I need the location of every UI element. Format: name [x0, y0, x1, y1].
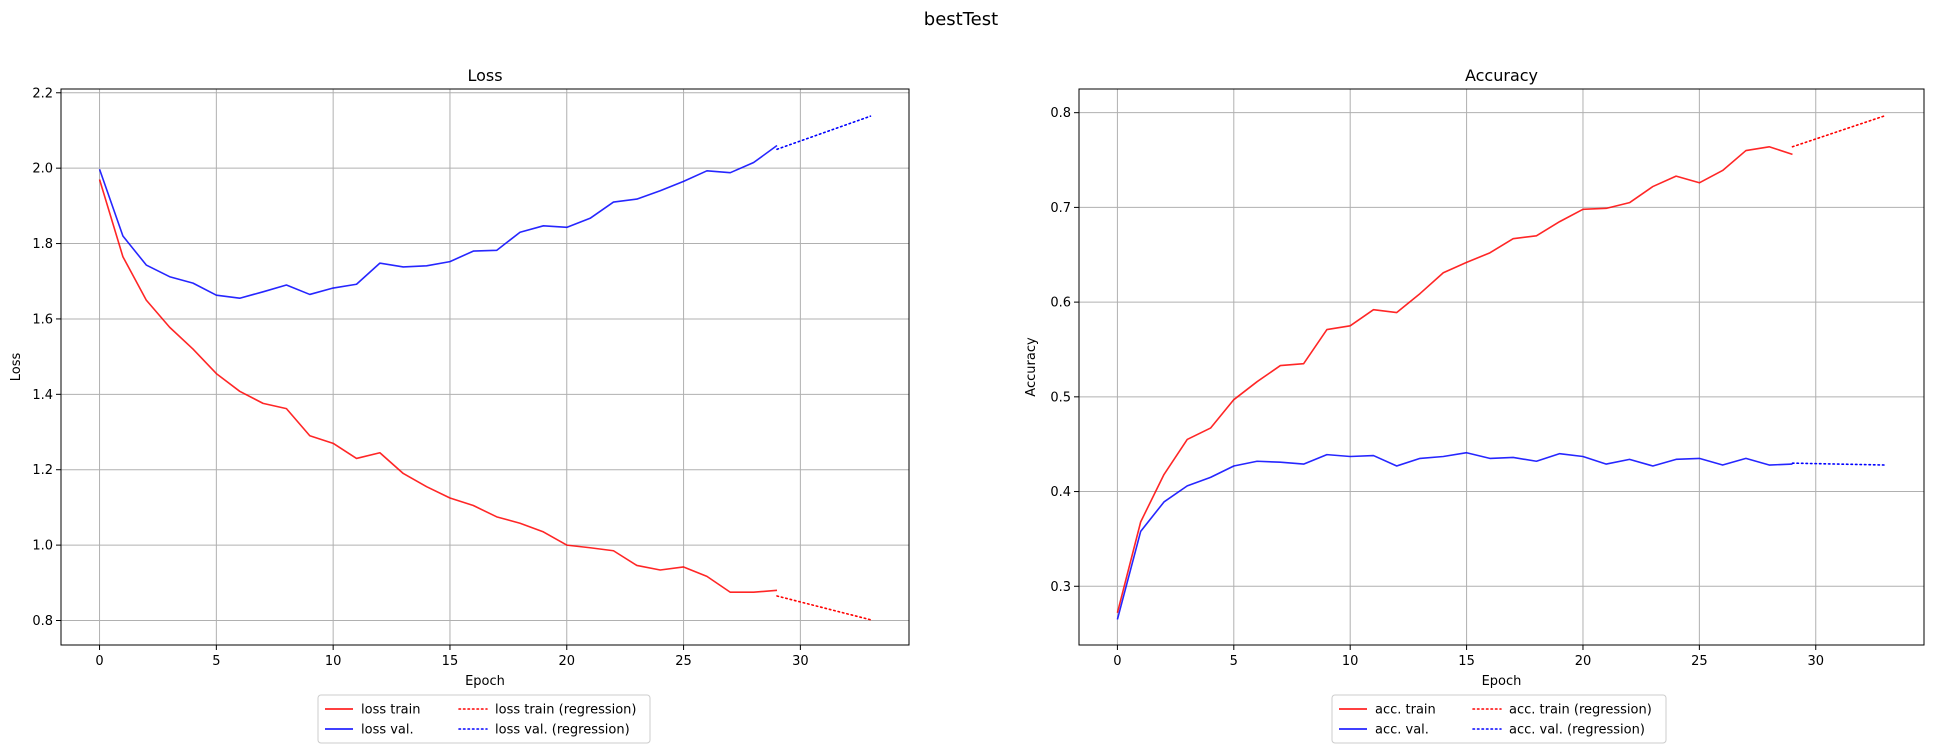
accuracy-series-line-1: [1116, 451, 1793, 620]
loss-plot: 0 5 10 15 20 25 30 0.8 1.0 1.2 1.4 1.6 1.8 2.0 2.2 Loss…: [9, 66, 910, 744]
loss-ytick-label: 1.0: [32, 539, 53, 554]
loss-xtick-label: 5: [212, 654, 220, 669]
accuracy-axes-frame: [1078, 88, 1925, 646]
accuracy-legend-label-1: acc. val.: [1375, 723, 1429, 738]
accuracy-grid: [1079, 89, 1924, 645]
accuracy-legend-label-2: acc. train (regression): [1509, 703, 1652, 718]
loss-xtick-label: 0: [95, 654, 103, 669]
loss-legend-label-1: loss val.: [361, 723, 414, 738]
loss-xtick-label: 30: [792, 654, 809, 669]
accuracy-xtick-label: 0: [1113, 654, 1121, 669]
loss-ylabel: Loss: [9, 353, 24, 382]
loss-axes-frame: [60, 88, 910, 646]
loss-legend: loss train loss val. loss train (regressio…: [317, 694, 651, 744]
loss-legend-label-0: loss train: [361, 703, 421, 718]
accuracy-legend-box: [1331, 694, 1667, 744]
loss-ytick-label: 1.2: [32, 463, 53, 478]
accuracy-legend: acc. train acc. val. acc. train (regressio…: [1331, 694, 1667, 744]
loss-legend-label-3: loss val. (regression): [495, 723, 630, 738]
accuracy-legend-label-3: acc. val. (regression): [1509, 723, 1645, 738]
loss-xtick-label: 10: [325, 654, 342, 669]
accuracy-plot: 0 5 10 15 20 25 30 0.3 0.4 0.5 0.6 0.7 0.8 Accuracy Ep…: [1024, 66, 1925, 744]
accuracy-ytick-label: 0.4: [1050, 485, 1071, 500]
loss-series-line-0: [98, 179, 778, 594]
accuracy-ytick-label: 0.3: [1050, 580, 1071, 595]
loss-ytick-label: 2.0: [32, 162, 53, 177]
accuracy-ytick-label: 0.7: [1050, 201, 1071, 216]
accuracy-ytick-label: 0.6: [1050, 296, 1071, 311]
accuracy-series-line-2: [1791, 114, 1887, 148]
loss-ytick-label: 0.8: [32, 614, 53, 629]
loss-ytick-label: 1.8: [32, 237, 53, 252]
accuracy-series-line-3: [1791, 462, 1887, 466]
loss-grid: [61, 89, 909, 645]
accuracy-xtick-label: 5: [1230, 654, 1238, 669]
accuracy-legend-label-0: acc. train: [1375, 703, 1436, 718]
accuracy-series-line-0: [1116, 145, 1793, 613]
accuracy-ytick-label: 0.8: [1050, 106, 1071, 121]
loss-ytick-label: 2.2: [32, 86, 53, 101]
loss-ytick-label: 1.4: [32, 388, 53, 403]
accuracy-ytick-label: 0.5: [1050, 390, 1071, 405]
accuracy-xtick-label: 15: [1458, 654, 1475, 669]
loss-ticks: 0 5 10 15 20 25 30 0.8 1.0 1.2 1.4 1.6 1.8 2.0 2.2: [32, 86, 808, 669]
loss-series-line-3: [776, 115, 872, 151]
loss-series-line-2: [776, 595, 872, 621]
accuracy-xtick-label: 10: [1342, 654, 1359, 669]
loss-legend-label-2: loss train (regression): [495, 703, 637, 718]
accuracy-ylabel: Accuracy: [1024, 337, 1039, 397]
loss-title: Loss: [467, 66, 502, 85]
loss-xtick-label: 15: [442, 654, 459, 669]
figure-suptitle: bestTest: [924, 9, 998, 30]
loss-ytick-label: 1.6: [32, 312, 53, 327]
accuracy-title: Accuracy: [1465, 66, 1538, 85]
loss-series-line-1: [98, 144, 778, 300]
loss-xlabel: Epoch: [465, 674, 505, 689]
loss-xtick-label: 20: [558, 654, 575, 669]
accuracy-xlabel: Epoch: [1482, 674, 1522, 689]
loss-legend-box: [317, 694, 651, 744]
accuracy-ticks: 0 5 10 15 20 25 30 0.3 0.4 0.5 0.6 0.7 0.8: [1050, 106, 1824, 669]
accuracy-xtick-label: 20: [1575, 654, 1592, 669]
loss-series: [98, 115, 872, 621]
accuracy-xtick-label: 30: [1807, 654, 1824, 669]
accuracy-xtick-label: 25: [1691, 654, 1708, 669]
loss-xtick-label: 25: [675, 654, 692, 669]
accuracy-series: [1116, 114, 1887, 620]
